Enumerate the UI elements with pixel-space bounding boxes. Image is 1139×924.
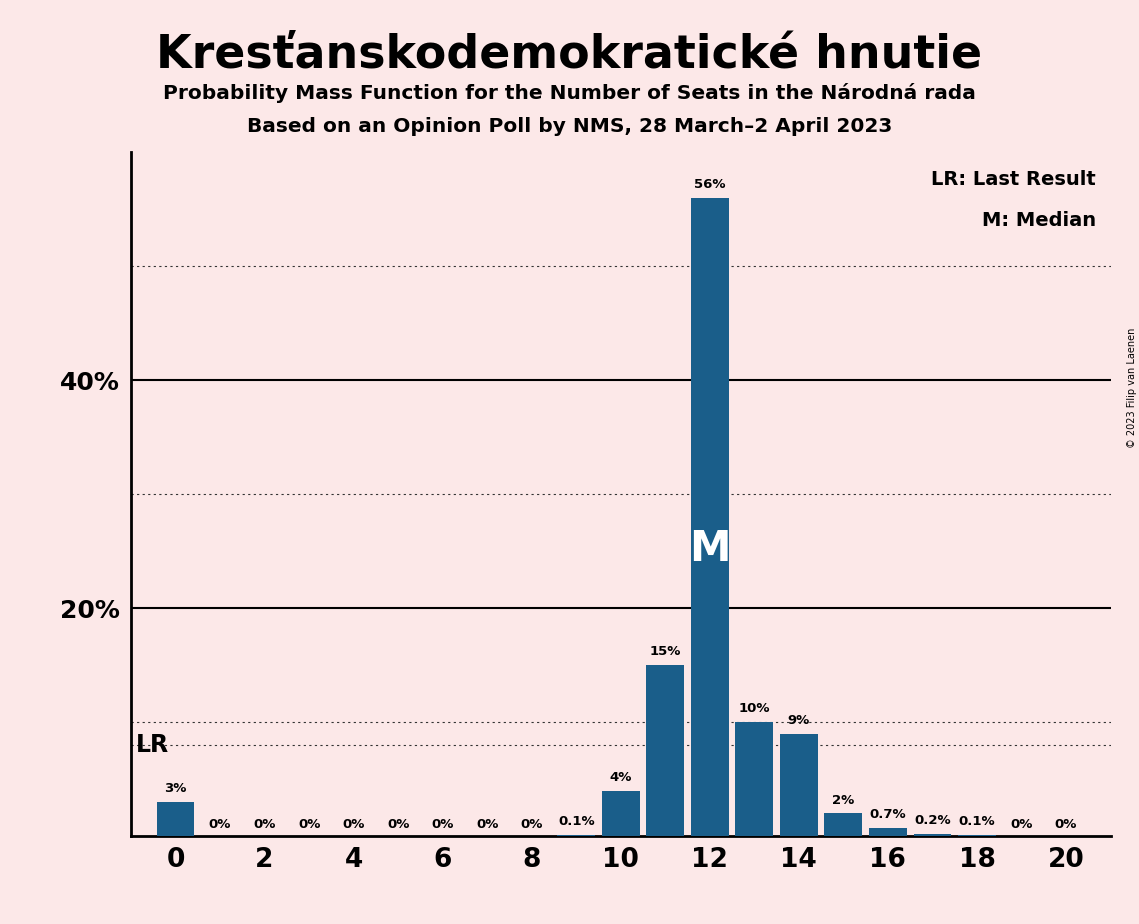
Text: 0%: 0% [432, 818, 453, 831]
Text: 0%: 0% [521, 818, 543, 831]
Text: M: M [689, 528, 730, 570]
Bar [691, 198, 729, 836]
Text: LR: Last Result: LR: Last Result [931, 170, 1096, 188]
Bar [557, 835, 596, 836]
Bar [913, 834, 951, 836]
Text: © 2023 Filip van Laenen: © 2023 Filip van Laenen [1126, 328, 1137, 448]
Text: Based on an Opinion Poll by NMS, 28 March–2 April 2023: Based on an Opinion Poll by NMS, 28 Marc… [247, 117, 892, 137]
Text: 0%: 0% [476, 818, 499, 831]
Bar [646, 665, 685, 836]
Bar [736, 723, 773, 836]
Text: 0%: 0% [208, 818, 231, 831]
Bar [156, 802, 195, 836]
Bar [825, 813, 862, 836]
Text: 0%: 0% [343, 818, 364, 831]
Text: 4%: 4% [609, 771, 632, 784]
Text: 0.2%: 0.2% [915, 814, 951, 827]
Text: M: Median: M: Median [982, 211, 1096, 229]
Text: 10%: 10% [738, 702, 770, 715]
Bar [601, 791, 640, 836]
Text: 0%: 0% [1055, 818, 1077, 831]
Text: 15%: 15% [649, 646, 681, 659]
Text: Kresťanskodemokratické hnutie: Kresťanskodemokratické hnutie [156, 32, 983, 78]
Bar [869, 828, 907, 836]
Text: 56%: 56% [694, 178, 726, 191]
Text: 0%: 0% [298, 818, 320, 831]
Text: 2%: 2% [833, 794, 854, 807]
Bar [780, 734, 818, 836]
Text: 0%: 0% [387, 818, 409, 831]
Text: 0.1%: 0.1% [959, 815, 995, 828]
Text: 3%: 3% [164, 783, 187, 796]
Text: Probability Mass Function for the Number of Seats in the Národná rada: Probability Mass Function for the Number… [163, 83, 976, 103]
Text: 0%: 0% [253, 818, 276, 831]
Text: LR: LR [136, 733, 169, 757]
Text: 0%: 0% [1010, 818, 1033, 831]
Bar [958, 835, 995, 836]
Text: 0.1%: 0.1% [558, 815, 595, 828]
Text: 9%: 9% [788, 714, 810, 727]
Text: 0.7%: 0.7% [869, 808, 907, 821]
